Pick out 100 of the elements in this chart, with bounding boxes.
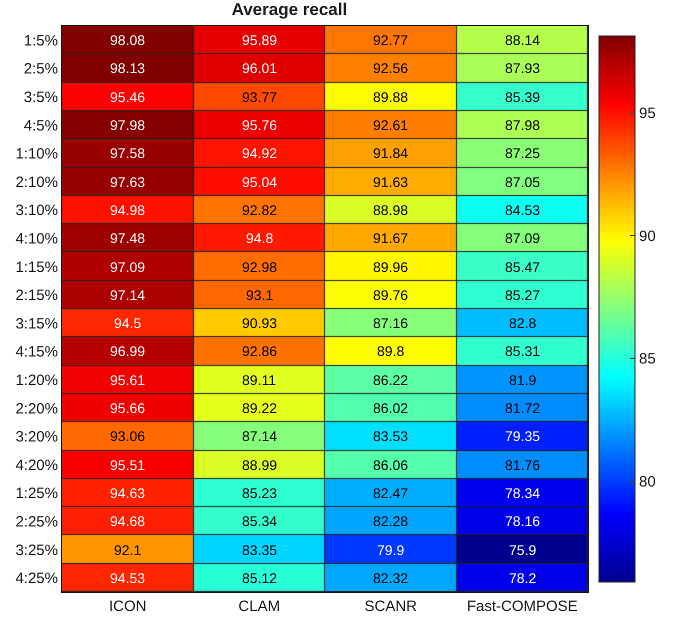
y-tick-label: 1:10%: [15, 146, 58, 163]
y-tick-label: 2:15%: [15, 287, 58, 304]
data-label: 75.9: [509, 542, 536, 558]
data-label: 97.48: [110, 230, 146, 246]
data-label: 94.98: [110, 202, 146, 218]
data-label: 89.88: [373, 89, 408, 105]
data-label: 82.8: [509, 315, 536, 331]
y-tick-label: 3:10%: [15, 202, 58, 220]
data-label: 85.31: [505, 343, 540, 359]
data-label: 87.93: [505, 60, 540, 76]
data-label: 82.47: [373, 485, 408, 501]
data-label: 82.32: [373, 570, 408, 586]
chart-title: Average recall: [232, 0, 348, 20]
data-label: 89.76: [373, 287, 408, 303]
x-tick-label: CLAM: [238, 598, 280, 615]
x-tick-label: Fast-COMPOSE: [466, 598, 578, 615]
y-tick-label: 2:20%: [15, 400, 58, 418]
data-label: 89.22: [242, 400, 278, 416]
data-label: 88.99: [242, 457, 278, 473]
data-label: 92.56: [373, 60, 408, 76]
data-label: 84.53: [505, 202, 540, 218]
data-label: 91.67: [373, 230, 408, 246]
color-bar-label: 90: [639, 228, 656, 245]
data-label: 92.86: [242, 343, 278, 359]
data-label: 79.9: [377, 542, 404, 558]
data-label: 97.63: [110, 174, 146, 190]
data-label: 79.35: [505, 428, 540, 444]
data-label: 85.27: [505, 287, 540, 303]
data-label: 94.63: [110, 485, 146, 501]
y-tick-label: 4:10%: [15, 230, 58, 248]
data-label: 87.05: [505, 174, 540, 190]
y-tick-label: 2:25%: [15, 514, 58, 530]
data-label: 95.61: [110, 372, 146, 388]
data-label: 92.1: [114, 542, 142, 558]
data-label: 97.58: [110, 145, 146, 161]
data-label: 90.93: [242, 315, 278, 331]
data-label: 98.13: [110, 60, 146, 76]
color-bar-label: 95: [639, 105, 656, 122]
data-label: 97.98: [110, 117, 146, 133]
y-tick-label: 2:5%: [24, 60, 58, 78]
data-label: 89.96: [373, 259, 408, 275]
data-label: 88.98: [373, 202, 408, 218]
y-tick-label: 1:15%: [15, 258, 58, 276]
data-label: 88.14: [505, 32, 540, 48]
data-label: 86.22: [373, 372, 408, 388]
data-label: 83.35: [242, 542, 278, 558]
data-label: 93.77: [242, 89, 278, 105]
data-label: 92.77: [373, 32, 408, 48]
y-tick-label: 1:25%: [15, 485, 58, 502]
y-tick-label: 4:20%: [15, 456, 58, 474]
y-tick-label: 1:20%: [15, 372, 58, 389]
data-label: 86.02: [373, 400, 408, 416]
data-label: 78.16: [505, 513, 540, 529]
data-label: 95.66: [110, 400, 146, 416]
x-tick-label: SCANR: [364, 598, 418, 615]
y-tick-label: 4:15%: [15, 344, 58, 361]
y-tick-label: 3:15%: [15, 315, 58, 332]
data-label: 83.53: [373, 428, 408, 444]
data-label: 87.25: [505, 145, 540, 161]
data-label: 78.2: [509, 570, 536, 586]
data-label: 86.06: [373, 457, 408, 473]
data-label: 81.76: [505, 457, 540, 473]
y-tick-label: 4:5%: [24, 117, 58, 134]
data-label: 95.76: [242, 117, 278, 133]
data-label: 87.16: [373, 315, 408, 331]
y-tick-label: 4:25%: [15, 570, 58, 588]
y-tick-label: 2:10%: [15, 174, 58, 191]
data-label: 89.11: [242, 372, 276, 388]
data-label: 78.34: [505, 485, 540, 501]
color-bar-label: 85: [639, 350, 656, 368]
data-label: 95.89: [242, 32, 278, 48]
data-label: 92.61: [373, 117, 408, 133]
data-label: 81.9: [509, 372, 536, 388]
data-label: 95.51: [110, 457, 146, 473]
data-label: 92.98: [242, 259, 278, 275]
data-label: 85.39: [505, 89, 540, 105]
data-label: 96.01: [242, 60, 278, 76]
data-label: 97.14: [110, 287, 146, 303]
y-tick-label: 1:5%: [24, 32, 58, 50]
data-label: 94.53: [110, 570, 146, 586]
data-label: 96.99: [110, 343, 146, 359]
data-label: 92.82: [242, 202, 278, 218]
data-label: 85.23: [242, 485, 278, 501]
data-label: 93.1: [246, 287, 274, 303]
y-tick-label: 3:25%: [15, 542, 58, 559]
data-label: 95.04: [242, 174, 278, 190]
data-label: 85.34: [242, 513, 278, 529]
data-label: 85.12: [242, 570, 278, 586]
data-label: 81.72: [505, 400, 540, 416]
data-label: 87.09: [505, 230, 540, 246]
data-label: 93.06: [110, 428, 146, 444]
data-label: 94.8: [246, 230, 274, 246]
data-label: 94.68: [110, 513, 146, 529]
data-label: 91.84: [373, 145, 408, 161]
data-label: 87.98: [505, 117, 540, 133]
data-label: 87.14: [242, 428, 278, 444]
data-label: 89.8: [377, 343, 404, 359]
data-label: 82.28: [373, 513, 408, 529]
data-label: 94.92: [242, 145, 278, 161]
x-tick-label: ICON: [109, 598, 146, 615]
